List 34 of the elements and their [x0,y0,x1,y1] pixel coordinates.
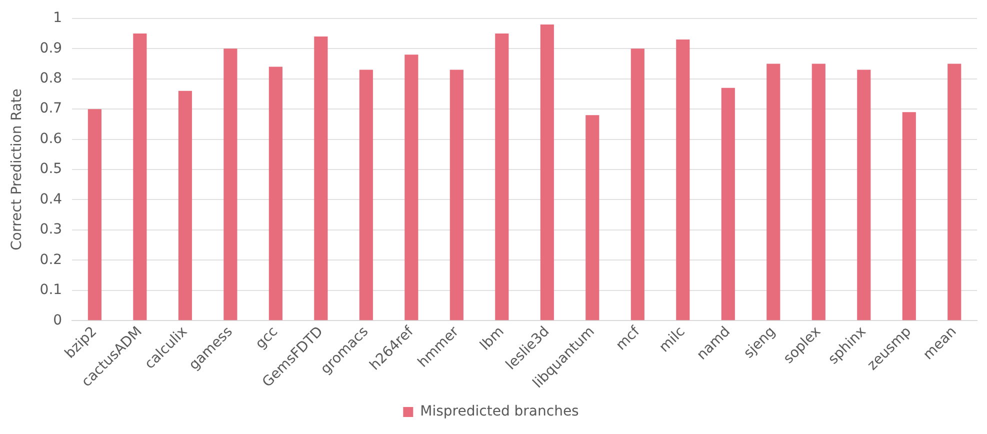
y-tick-label: 0.6 [40,130,62,147]
bar [812,64,826,320]
bar [268,66,282,320]
bar [948,64,962,320]
bar [540,24,554,320]
x-tick-label: lbm [477,324,508,354]
y-tick-label: 0.4 [40,191,62,208]
y-axis-title: Correct Prediction Rate [9,88,26,250]
y-tick-label: 0.8 [40,70,62,86]
bar [224,48,238,320]
legend-label: Mispredicted branches [420,404,579,420]
bar [857,70,871,320]
y-tick-label: 0 [53,312,62,328]
bar [586,115,600,320]
bar [721,88,735,320]
bar [676,40,690,320]
bar [178,90,192,320]
y-tick-label: 0.7 [40,100,62,117]
y-tick-label: 1 [53,10,62,26]
y-tick-label: 0.5 [40,161,62,178]
bar [314,36,328,320]
bar [766,64,780,320]
bar [88,109,102,320]
bar [495,34,509,320]
bar [450,70,464,320]
bar [902,112,916,320]
bar [359,70,373,320]
y-tick-label: 0.2 [40,252,62,268]
y-tick-label: 0.9 [40,40,62,56]
y-tick-label: 0.1 [40,282,62,298]
y-tick-label: 0.3 [40,222,62,238]
bar [630,48,644,320]
bar [133,34,147,320]
bar [404,54,418,320]
